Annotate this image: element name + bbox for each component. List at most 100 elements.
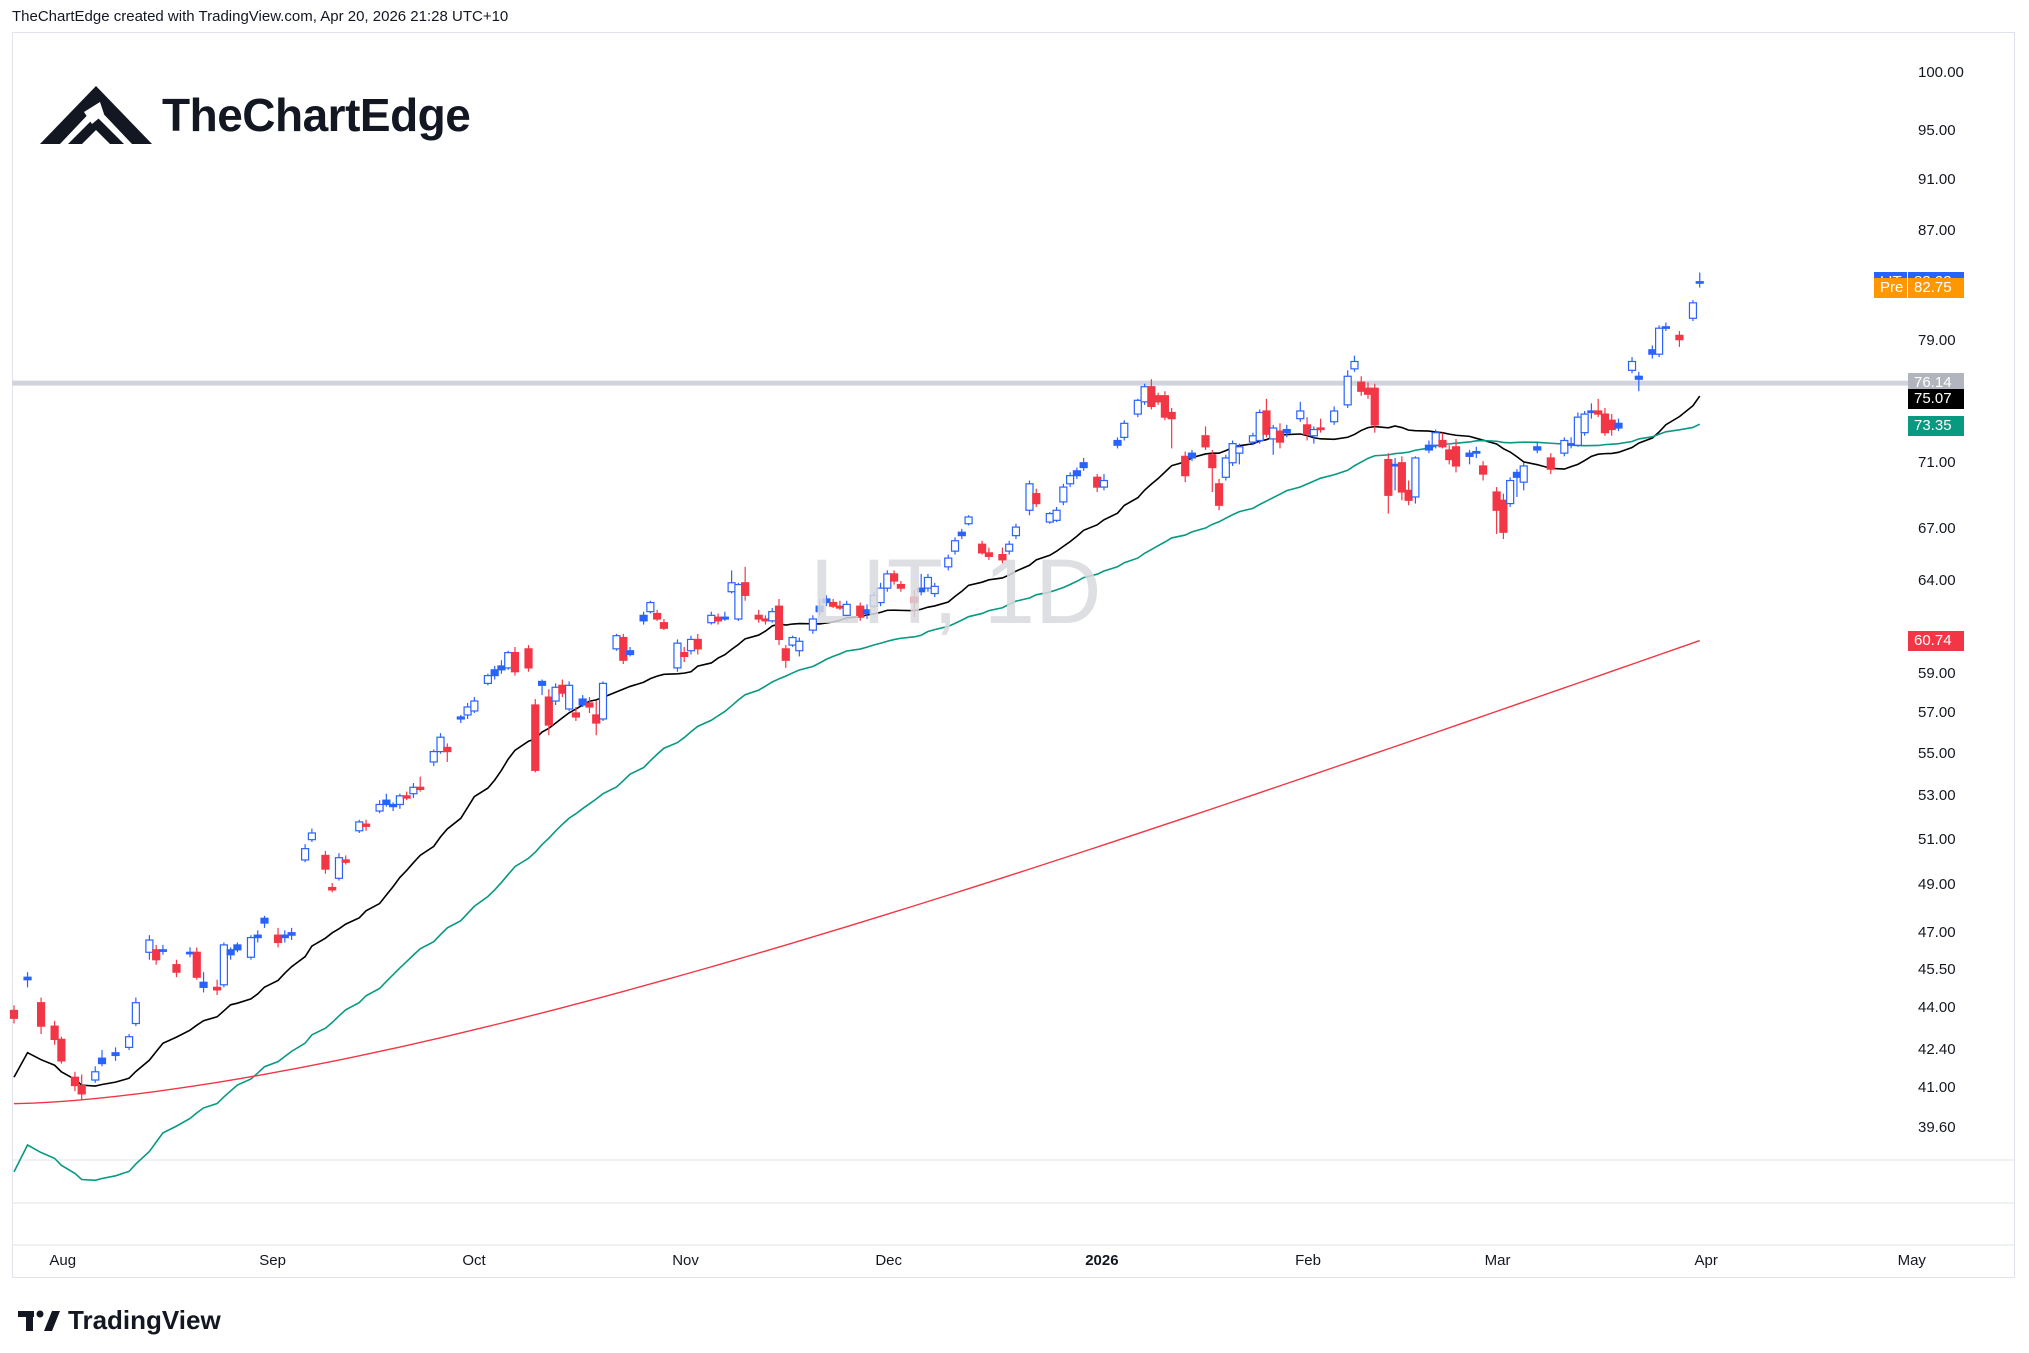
candle[interactable] bbox=[1072, 467, 1081, 479]
candle[interactable] bbox=[1675, 331, 1684, 347]
candle[interactable] bbox=[524, 645, 533, 672]
candle[interactable] bbox=[822, 595, 831, 607]
candle[interactable] bbox=[1655, 325, 1664, 358]
candle[interactable] bbox=[1390, 457, 1400, 491]
candle[interactable] bbox=[172, 959, 181, 978]
candle[interactable] bbox=[1546, 453, 1555, 475]
candle[interactable] bbox=[957, 528, 966, 540]
candle[interactable] bbox=[1472, 446, 1481, 458]
candle[interactable] bbox=[1140, 383, 1149, 405]
candle[interactable] bbox=[504, 650, 513, 670]
candle[interactable] bbox=[930, 582, 939, 598]
candle[interactable] bbox=[226, 947, 235, 960]
candle[interactable] bbox=[1282, 424, 1291, 438]
candle[interactable] bbox=[1357, 376, 1366, 396]
candle[interactable] bbox=[639, 611, 648, 625]
candle[interactable] bbox=[917, 573, 926, 596]
candle[interactable] bbox=[1005, 540, 1014, 555]
candle[interactable] bbox=[673, 639, 682, 672]
candle[interactable] bbox=[815, 598, 824, 616]
candle[interactable] bbox=[1066, 472, 1075, 488]
candle[interactable] bbox=[253, 930, 262, 943]
candle[interactable] bbox=[619, 633, 628, 665]
candle[interactable] bbox=[57, 1036, 66, 1064]
candle[interactable] bbox=[192, 947, 201, 980]
candle[interactable] bbox=[145, 935, 154, 960]
candle[interactable] bbox=[273, 927, 283, 948]
candle[interactable] bbox=[1607, 414, 1616, 436]
candle[interactable] bbox=[1045, 511, 1054, 524]
candle[interactable] bbox=[585, 697, 594, 713]
candle[interactable] bbox=[1587, 403, 1596, 419]
candle[interactable] bbox=[761, 615, 770, 625]
candle[interactable] bbox=[1445, 445, 1454, 465]
candle[interactable] bbox=[653, 609, 662, 621]
candle[interactable] bbox=[490, 665, 499, 680]
candle[interactable] bbox=[842, 600, 851, 621]
candle[interactable] bbox=[1478, 461, 1488, 481]
candle[interactable] bbox=[876, 582, 885, 607]
candle[interactable] bbox=[768, 608, 777, 623]
candle[interactable] bbox=[463, 703, 472, 719]
tradingview-logo[interactable]: TradingView bbox=[18, 1305, 221, 1336]
candle[interactable] bbox=[889, 570, 899, 585]
candle[interactable] bbox=[1316, 418, 1325, 433]
candle[interactable] bbox=[1594, 398, 1603, 418]
candle[interactable] bbox=[470, 697, 479, 713]
candle[interactable] bbox=[1600, 407, 1610, 436]
candle[interactable] bbox=[923, 573, 933, 592]
candle[interactable] bbox=[301, 844, 310, 863]
candle[interactable] bbox=[578, 695, 587, 707]
candle[interactable] bbox=[287, 927, 296, 941]
candle[interactable] bbox=[1275, 423, 1285, 449]
candle[interactable] bbox=[571, 706, 581, 721]
candle[interactable] bbox=[483, 673, 492, 686]
candle[interactable] bbox=[680, 646, 689, 663]
candle[interactable] bbox=[1025, 480, 1034, 516]
candle[interactable] bbox=[707, 611, 716, 625]
candle[interactable] bbox=[1506, 477, 1515, 507]
candle[interactable] bbox=[1187, 449, 1197, 462]
candle[interactable] bbox=[321, 850, 330, 874]
candle[interactable] bbox=[1512, 469, 1522, 497]
candle[interactable] bbox=[537, 679, 547, 696]
candle[interactable] bbox=[389, 802, 398, 812]
candle[interactable] bbox=[727, 570, 736, 594]
candle[interactable] bbox=[1370, 383, 1379, 433]
candle[interactable] bbox=[260, 915, 269, 928]
candle[interactable] bbox=[361, 819, 371, 831]
candle[interactable] bbox=[1235, 443, 1244, 465]
candle[interactable] bbox=[36, 997, 46, 1035]
candle[interactable] bbox=[131, 997, 140, 1027]
candle[interactable] bbox=[1181, 451, 1190, 483]
candle[interactable] bbox=[1573, 412, 1582, 447]
candle[interactable] bbox=[328, 882, 337, 893]
candle[interactable] bbox=[219, 942, 228, 988]
candle[interactable] bbox=[510, 646, 520, 676]
candle[interactable] bbox=[1499, 493, 1508, 540]
candle[interactable] bbox=[551, 683, 560, 705]
candle[interactable] bbox=[910, 589, 919, 618]
candle[interactable] bbox=[50, 1020, 59, 1045]
candle[interactable] bbox=[754, 609, 763, 623]
candle[interactable] bbox=[713, 613, 723, 625]
candle[interactable] bbox=[246, 935, 256, 960]
candle[interactable] bbox=[1566, 437, 1576, 449]
candle[interactable] bbox=[124, 1034, 134, 1051]
candle[interactable] bbox=[199, 972, 208, 993]
candle[interactable] bbox=[1099, 474, 1109, 491]
candle[interactable] bbox=[1580, 410, 1589, 436]
candle[interactable] bbox=[1221, 454, 1230, 481]
candle[interactable] bbox=[896, 580, 905, 592]
candle[interactable] bbox=[497, 660, 506, 674]
candle[interactable] bbox=[1214, 478, 1224, 511]
candle[interactable] bbox=[862, 604, 872, 620]
candle[interactable] bbox=[788, 635, 797, 647]
candle[interactable] bbox=[429, 749, 438, 767]
candle[interactable] bbox=[565, 681, 574, 711]
candle[interactable] bbox=[185, 947, 195, 958]
candle[interactable] bbox=[720, 611, 729, 621]
candle[interactable] bbox=[1560, 437, 1569, 457]
candle[interactable] bbox=[91, 1066, 100, 1083]
